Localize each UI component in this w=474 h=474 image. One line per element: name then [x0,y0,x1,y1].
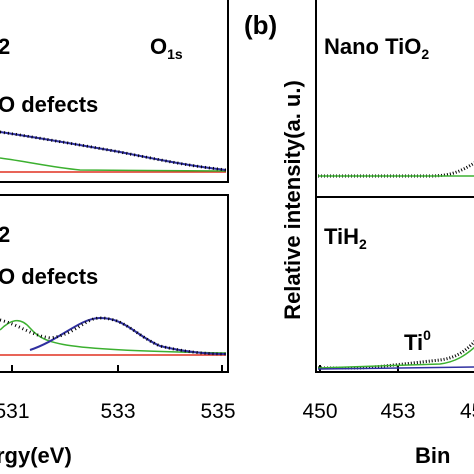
x-tick-label: 533 [100,400,135,423]
x-tick-label: 535 [200,400,235,423]
x-tick-label: 453 [380,400,415,423]
label-sub: 2 [0,222,10,247]
fit-curve [317,366,474,370]
frame [315,0,474,373]
x-axis-label: Bin [415,443,450,468]
fit-curve [29,316,227,355]
x-tick-label: 531 [0,400,30,423]
data-points [318,161,474,178]
fit-curve [0,131,227,171]
fit-curve [0,157,227,172]
x-tick-label: 45 [460,400,474,423]
fit-curve [317,346,474,369]
x-tick-label: 450 [302,400,337,423]
label-sub: 2 [0,34,10,59]
data-points [318,339,474,370]
x-axis-label: rgy(eV) [0,443,72,468]
left-panel: 2 O1s O defects 2 O defects 531 533 535 … [0,0,236,468]
right-panel: (b) Nano TiO2 TiH2 Ti0 Relative intensit… [244,0,474,468]
defects-label: O defects [0,264,98,289]
y-axis-label: Relative intensity(a. u.) [280,80,305,320]
fit-curve [0,319,227,354]
sample-label: TiH2 [324,224,367,252]
peak-label: Ti0 [404,327,431,355]
sample-label: Nano TiO2 [324,34,429,62]
panel-letter: (b) [244,10,277,40]
peak-label: O1s [150,34,183,62]
defects-label: O defects [0,92,98,117]
frame [0,0,229,183]
frame [0,194,229,373]
